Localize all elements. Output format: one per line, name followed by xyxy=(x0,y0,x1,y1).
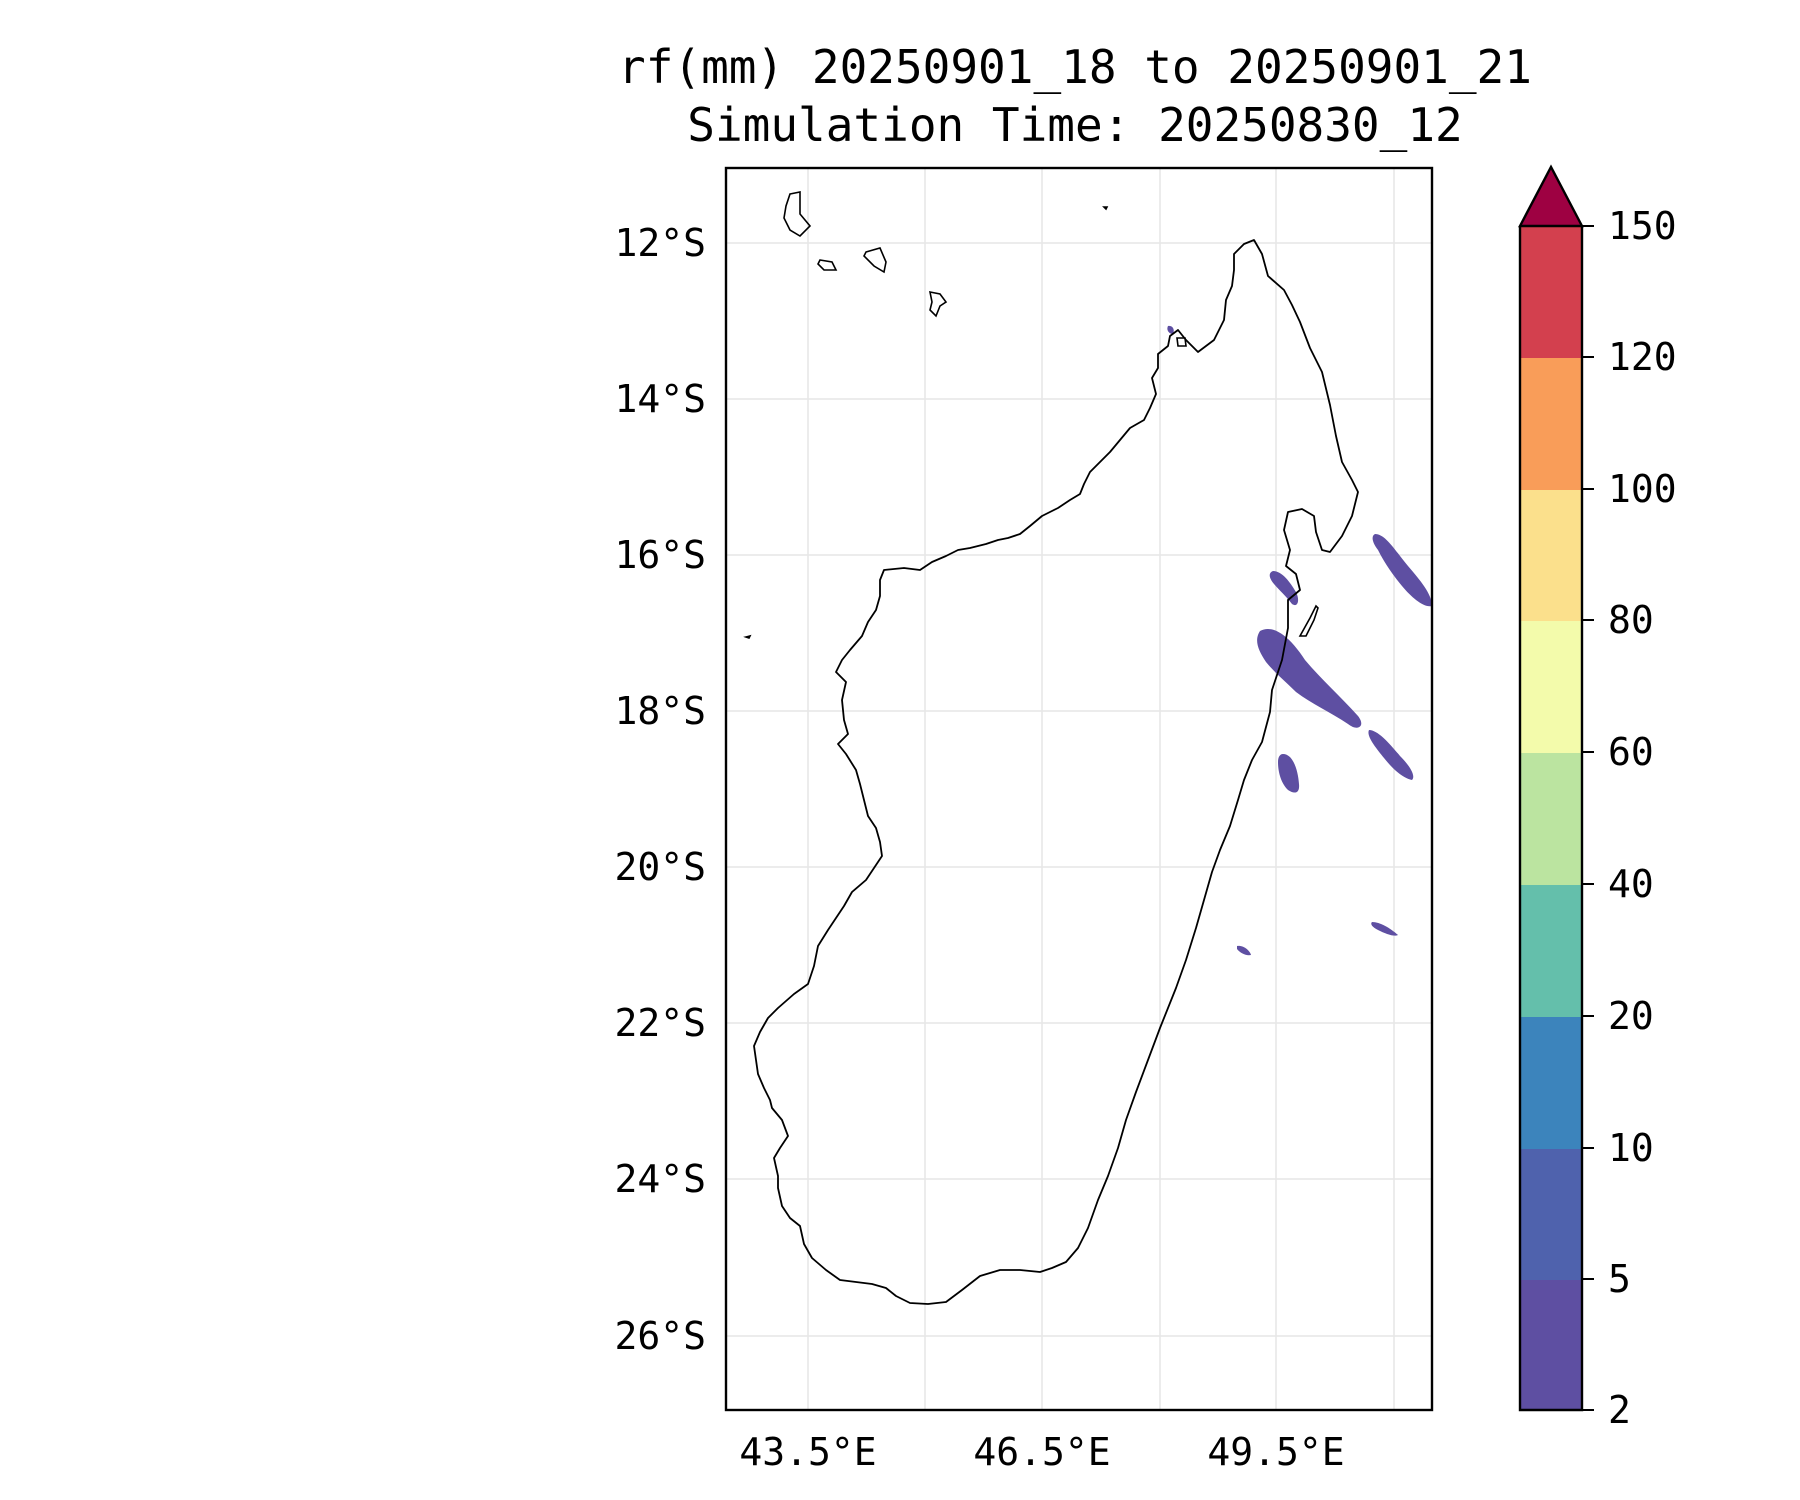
colorbar-segment xyxy=(1520,489,1582,621)
lon-tick-label: 43.5°E xyxy=(739,1430,876,1474)
colorbar-segment xyxy=(1520,752,1582,885)
colorbar-tick-label: 5 xyxy=(1608,1257,1631,1301)
rain-patch xyxy=(1257,628,1362,728)
island xyxy=(1176,337,1187,347)
colorbar-tick-label: 150 xyxy=(1608,204,1677,248)
colorbar: 2 5 10 20 40 60 80 100 120 150 xyxy=(1518,164,1677,1432)
lat-tick-label: 14°S xyxy=(614,377,706,421)
colorbar-segment xyxy=(1520,620,1582,753)
colorbar-tick-label: 100 xyxy=(1608,467,1677,511)
lon-tick-labels: 43.5°E 46.5°E 49.5°E xyxy=(739,1430,1344,1474)
rainfall-areas xyxy=(1167,325,1432,956)
island xyxy=(1102,206,1109,211)
colorbar-tick-label: 80 xyxy=(1608,598,1654,642)
lat-tick-label: 16°S xyxy=(614,533,706,577)
lat-tick-label: 24°S xyxy=(614,1157,706,1201)
colorbar-ticks xyxy=(1582,225,1594,1411)
rain-patch xyxy=(1368,730,1414,780)
colorbar-tick-label: 2 xyxy=(1608,1388,1631,1432)
lat-tick-label: 22°S xyxy=(614,1001,706,1045)
colorbar-tick-labels: 2 5 10 20 40 60 80 100 120 150 xyxy=(1608,204,1677,1432)
rain-patch xyxy=(1278,754,1300,793)
colorbar-segment xyxy=(1520,1279,1582,1410)
map-title: rf(mm) 20250901_18 to 20250901_21 xyxy=(618,40,1532,94)
map-subtitle: Simulation Time: 20250830_12 xyxy=(687,98,1463,152)
colorbar-tick-label: 60 xyxy=(1608,730,1654,774)
lat-tick-label: 20°S xyxy=(614,845,706,889)
rain-patch xyxy=(1167,325,1174,334)
lat-tick-label: 18°S xyxy=(614,689,706,733)
colorbar-tick-label: 10 xyxy=(1608,1126,1654,1170)
rain-patch xyxy=(1371,922,1398,936)
island xyxy=(743,634,752,639)
map-frame xyxy=(724,166,1434,1412)
colorbar-segment xyxy=(1520,226,1582,358)
rain-patch xyxy=(1372,534,1432,607)
colorbar-segment xyxy=(1520,357,1582,490)
colorbar-tick-label: 40 xyxy=(1608,862,1654,906)
colorbar-segment xyxy=(1520,1016,1582,1149)
island xyxy=(817,259,838,271)
sainte-marie-island xyxy=(1298,604,1319,637)
madagascar-coastline xyxy=(753,239,1359,1305)
colorbar-segment xyxy=(1520,884,1582,1017)
rain-patch xyxy=(1269,571,1299,606)
map-gridlines xyxy=(726,168,1432,1410)
comoros-islands xyxy=(743,191,1187,639)
island xyxy=(928,290,948,318)
rain-patch xyxy=(1237,945,1251,956)
lat-tick-labels: 12°S 14°S 16°S 18°S 20°S 22°S 24°S 26°S xyxy=(614,221,706,1358)
lat-tick-label: 12°S xyxy=(614,221,706,265)
colorbar-tick-label: 120 xyxy=(1608,335,1677,379)
island xyxy=(863,247,887,274)
lon-tick-label: 49.5°E xyxy=(1207,1430,1344,1474)
lat-tick-label: 26°S xyxy=(614,1314,706,1358)
island xyxy=(783,191,812,238)
colorbar-frame xyxy=(1518,226,1584,1412)
lon-tick-label: 46.5°E xyxy=(973,1430,1110,1474)
colorbar-extend-arrow xyxy=(1518,164,1584,228)
colorbar-tick-label: 20 xyxy=(1608,994,1654,1038)
colorbar-segment xyxy=(1520,1148,1582,1280)
